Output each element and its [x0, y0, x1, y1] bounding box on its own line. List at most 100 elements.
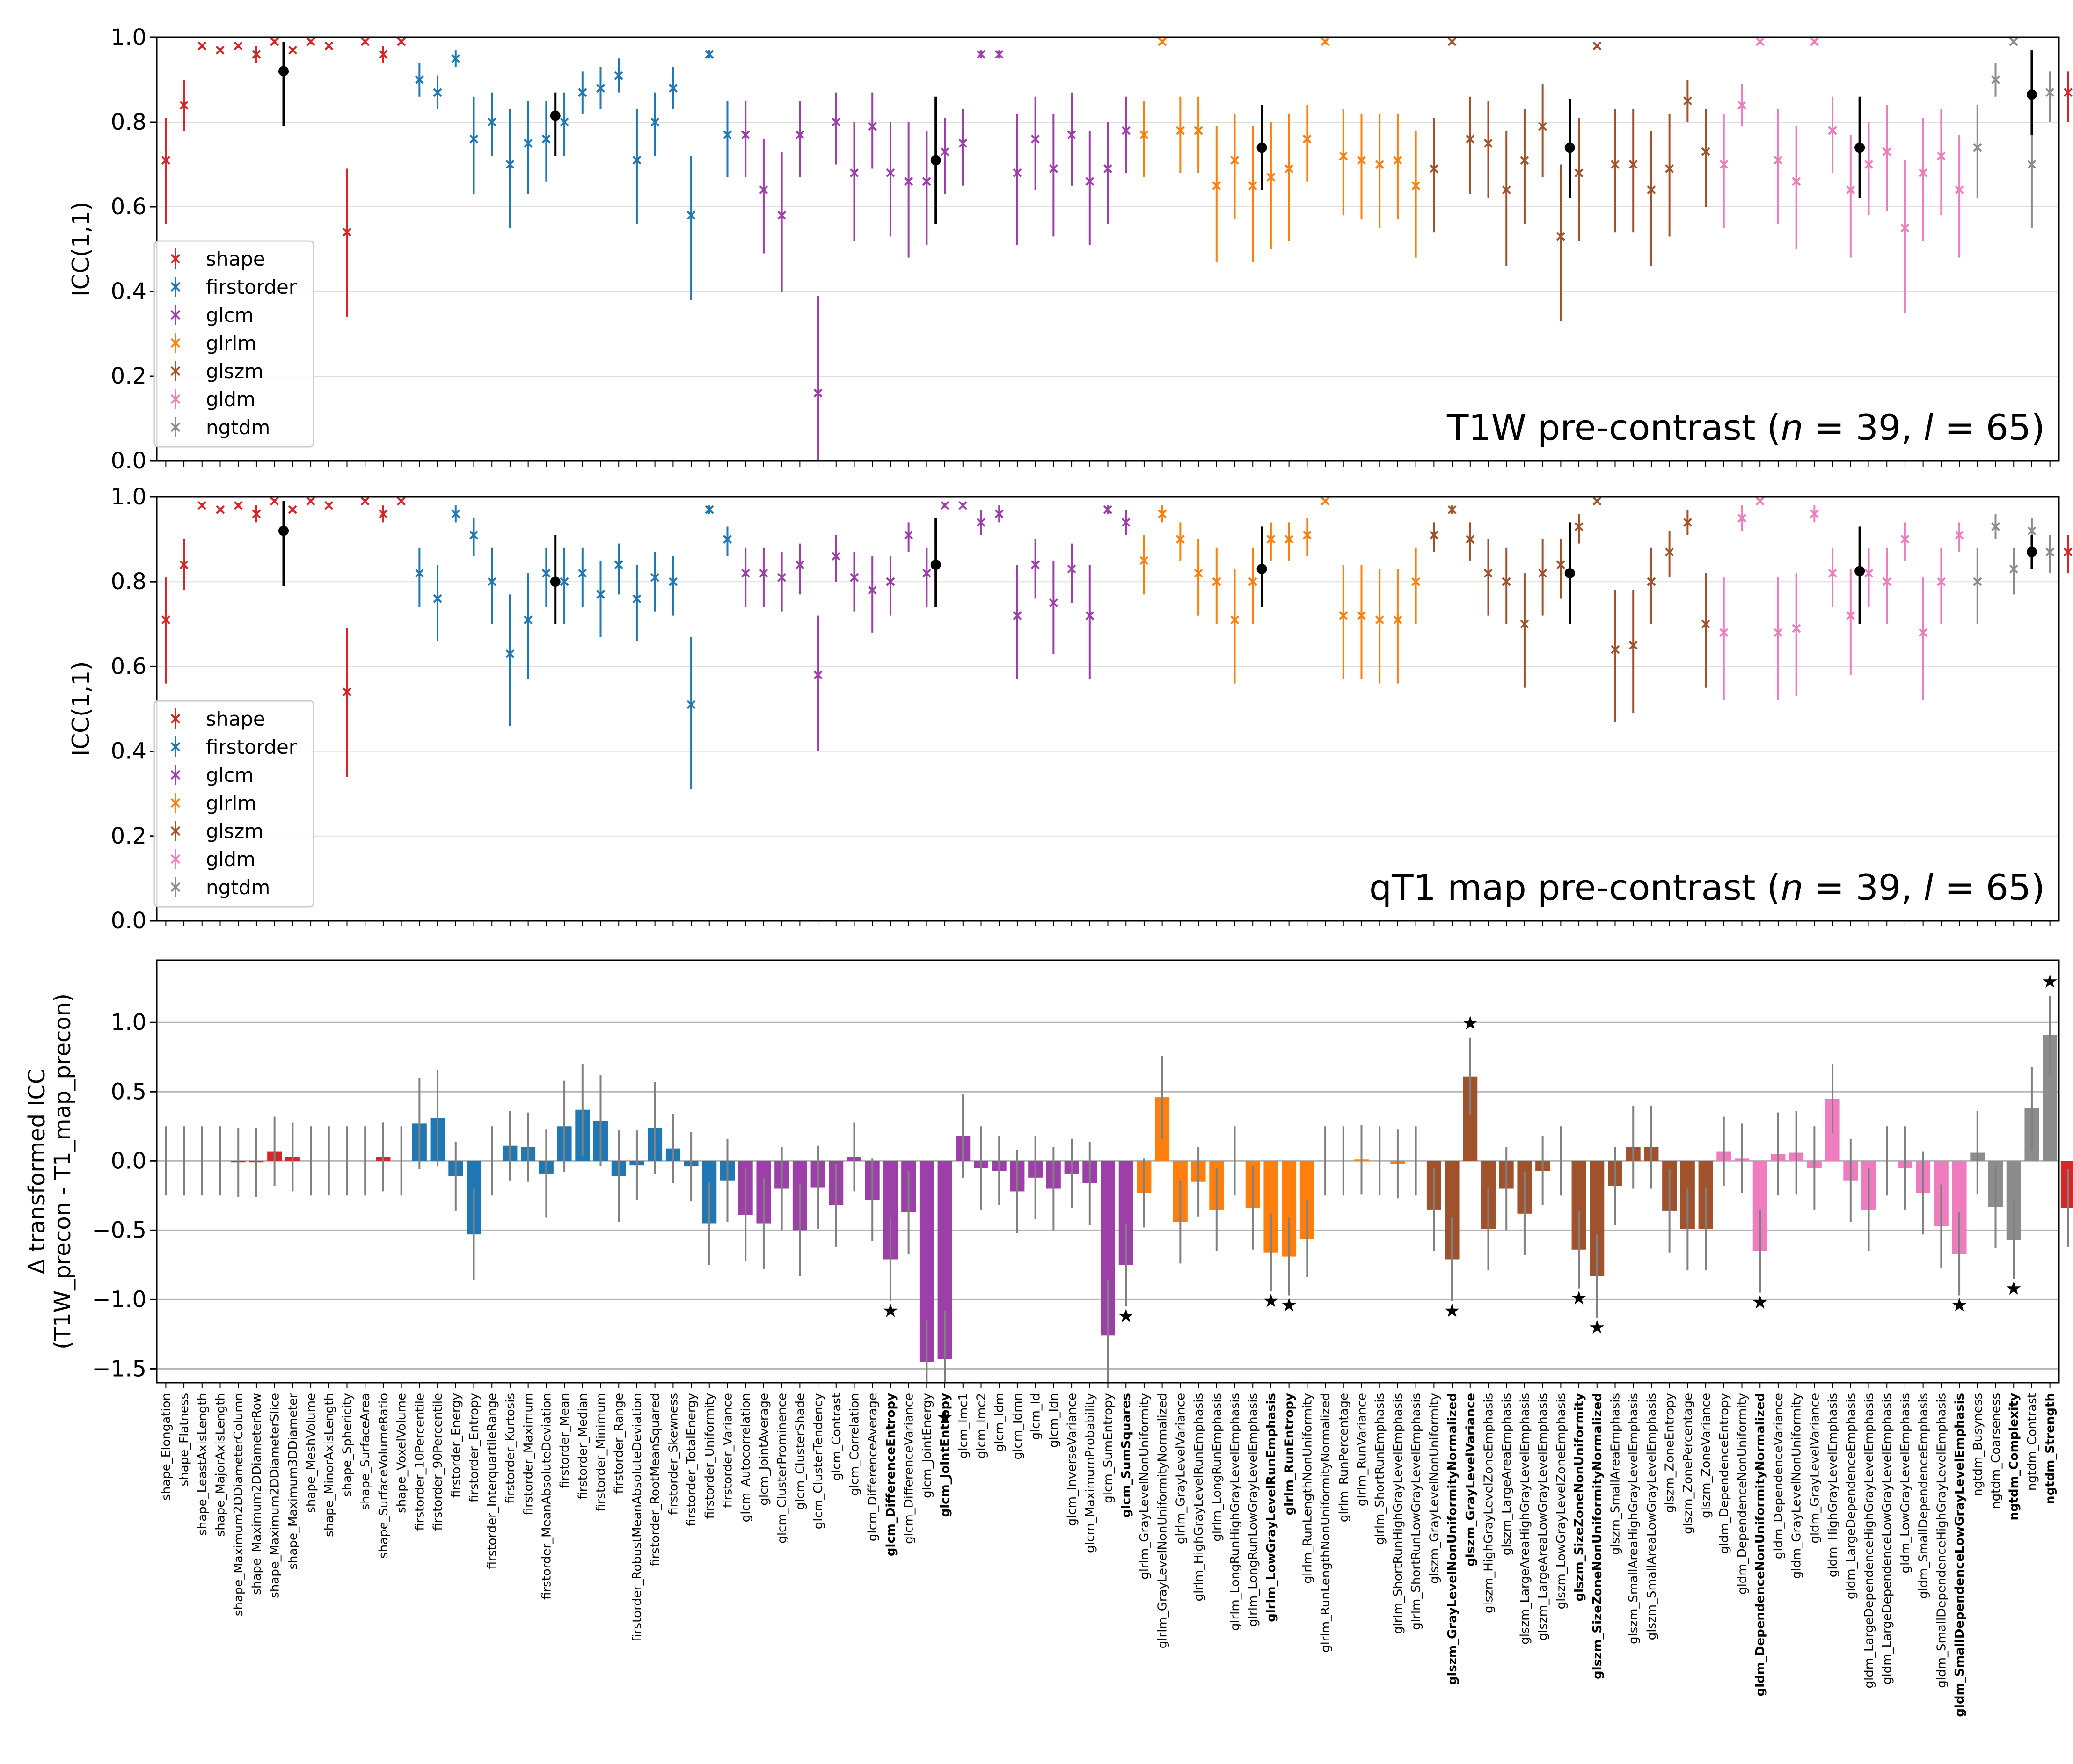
x-tick-label: firstorder_Median — [576, 1393, 590, 1500]
x-tick-label: glcm_JointEnergy — [920, 1393, 934, 1498]
icc-point — [1628, 641, 1638, 650]
icc-point — [1049, 164, 1058, 173]
y-tick-label: 0.5 — [111, 1079, 146, 1105]
icc-point — [777, 573, 787, 582]
icc-point — [216, 45, 225, 55]
icc-point — [560, 577, 569, 586]
icc-point — [306, 37, 315, 46]
x-tick-label: shape_SurfaceArea — [358, 1393, 372, 1510]
x-tick-label: gldm_LargeDependenceEmphasis — [1844, 1393, 1858, 1599]
x-tick-label: firstorder_Range — [612, 1393, 626, 1494]
icc-point — [1936, 151, 1946, 160]
significance-star: ★ — [1951, 1294, 1968, 1316]
icc-point — [505, 160, 515, 169]
x-tick-label: glcm_ClusterShade — [793, 1393, 807, 1510]
x-tick-label: firstorder_RootMeanSquared — [649, 1393, 663, 1567]
icc-point — [343, 227, 351, 237]
icc-point — [614, 71, 623, 80]
x-tick-label: shape_VoxelVolume — [395, 1393, 409, 1513]
x-tick-label: shape_Maximum3DDiameter — [286, 1393, 300, 1570]
icc-point — [922, 569, 931, 578]
icc-point — [723, 535, 732, 544]
x-tick-label: glrlm_RunPercentage — [1337, 1393, 1351, 1522]
icc-point — [1447, 37, 1457, 46]
x-tick-label: glrlm_ShortRunEmphasis — [1373, 1393, 1387, 1545]
icc-point — [632, 594, 642, 603]
icc-point — [2045, 547, 2055, 557]
x-tick-label: glszm_SmallAreaLowGrayLevelEmphasis — [1645, 1393, 1659, 1640]
icc-point — [977, 50, 985, 59]
legend-marker-firstorder — [170, 282, 181, 292]
icc-point — [1139, 556, 1149, 565]
group-mean-point — [1564, 568, 1575, 579]
legend-label-glcm: glcm — [206, 764, 254, 787]
x-tick-label: glrlm_ShortRunLowGrayLevelEmphasis — [1409, 1393, 1423, 1630]
x-tick-label: firstorder_InterquartileRange — [485, 1393, 499, 1569]
x-tick-label: glcm_DifferenceAverage — [866, 1393, 880, 1541]
icc-point — [1955, 531, 1964, 539]
icc-point — [324, 501, 334, 510]
icc-panel-2: 0.0 0.2 0.4 0.6 0.8 1.0 ICC(1,1) qT1 map pre-co… — [67, 484, 2073, 934]
icc-point — [252, 50, 261, 59]
icc-point — [1375, 615, 1384, 625]
x-tick-label: glrlm_RunLengthNonUniformityNormalized — [1319, 1393, 1333, 1653]
icc-point — [451, 54, 460, 63]
icc-point — [306, 496, 315, 506]
icc-point — [2009, 37, 2018, 46]
icc-point — [1357, 611, 1366, 620]
y-tick-label: 0.0 — [111, 448, 146, 474]
icc-point — [1973, 143, 1982, 152]
x-tick-label: glrlm_RunEntropy — [1283, 1393, 1297, 1515]
icc-point — [1121, 126, 1131, 135]
icc-point — [524, 138, 533, 148]
icc-point — [1502, 185, 1511, 195]
icc-point — [596, 84, 605, 93]
icc-point — [433, 594, 442, 603]
x-tick-label: glszm_SizeZoneNonUniformity — [1572, 1393, 1586, 1602]
icc-point — [1230, 615, 1239, 625]
icc-point — [1592, 496, 1602, 506]
y-tick-label: 0.6 — [111, 194, 146, 220]
x-tick-label: glrlm_GrayLevelNonUniformityNormalized — [1156, 1393, 1170, 1648]
icc-point — [668, 84, 678, 93]
annotation-part: l — [1924, 407, 1934, 448]
plot-frame — [156, 36, 2060, 462]
icc-point — [1538, 569, 1547, 578]
icc-point — [161, 156, 170, 165]
group-mean-point — [2026, 89, 2037, 100]
legend-box — [153, 700, 314, 908]
x-tick-label: glcm_MaximumProbability — [1083, 1393, 1097, 1553]
icc-point — [1628, 160, 1638, 169]
icc-point — [958, 138, 968, 148]
significance-star: ★ — [1570, 1288, 1587, 1309]
y-tick-label: 0.2 — [111, 823, 146, 849]
legend-label-glszm: glszm — [206, 360, 263, 383]
icc-point — [197, 41, 207, 51]
icc-point — [1810, 37, 1819, 46]
icc-point — [179, 560, 189, 569]
legend-label-gldm: gldm — [206, 848, 255, 871]
y-tick-label: −1.0 — [92, 1286, 146, 1312]
icc-point — [1973, 577, 1982, 586]
icc-point — [1175, 535, 1185, 544]
legend-label-ngtdm: ngtdm — [206, 876, 270, 899]
legend-label-shape: shape — [206, 707, 265, 730]
group-mean-point — [550, 576, 561, 587]
icc-point — [1103, 505, 1112, 514]
x-tick-label: glcm_SumEntropy — [1102, 1393, 1116, 1503]
icc-point — [650, 573, 660, 582]
icc-point — [216, 505, 225, 514]
icc-point — [1683, 518, 1692, 527]
legend-marker-glcm — [170, 770, 181, 780]
icc-point — [360, 37, 370, 46]
icc-point — [886, 577, 895, 586]
icc-point — [759, 569, 768, 578]
icc-point — [1774, 156, 1783, 165]
icc-point — [994, 509, 1004, 518]
legend-marker-shape — [170, 714, 181, 724]
icc-point — [1158, 37, 1167, 46]
icc-point — [1085, 611, 1095, 620]
icc-point — [1285, 164, 1294, 173]
icc-point — [1828, 569, 1837, 578]
icc-point — [777, 211, 787, 220]
